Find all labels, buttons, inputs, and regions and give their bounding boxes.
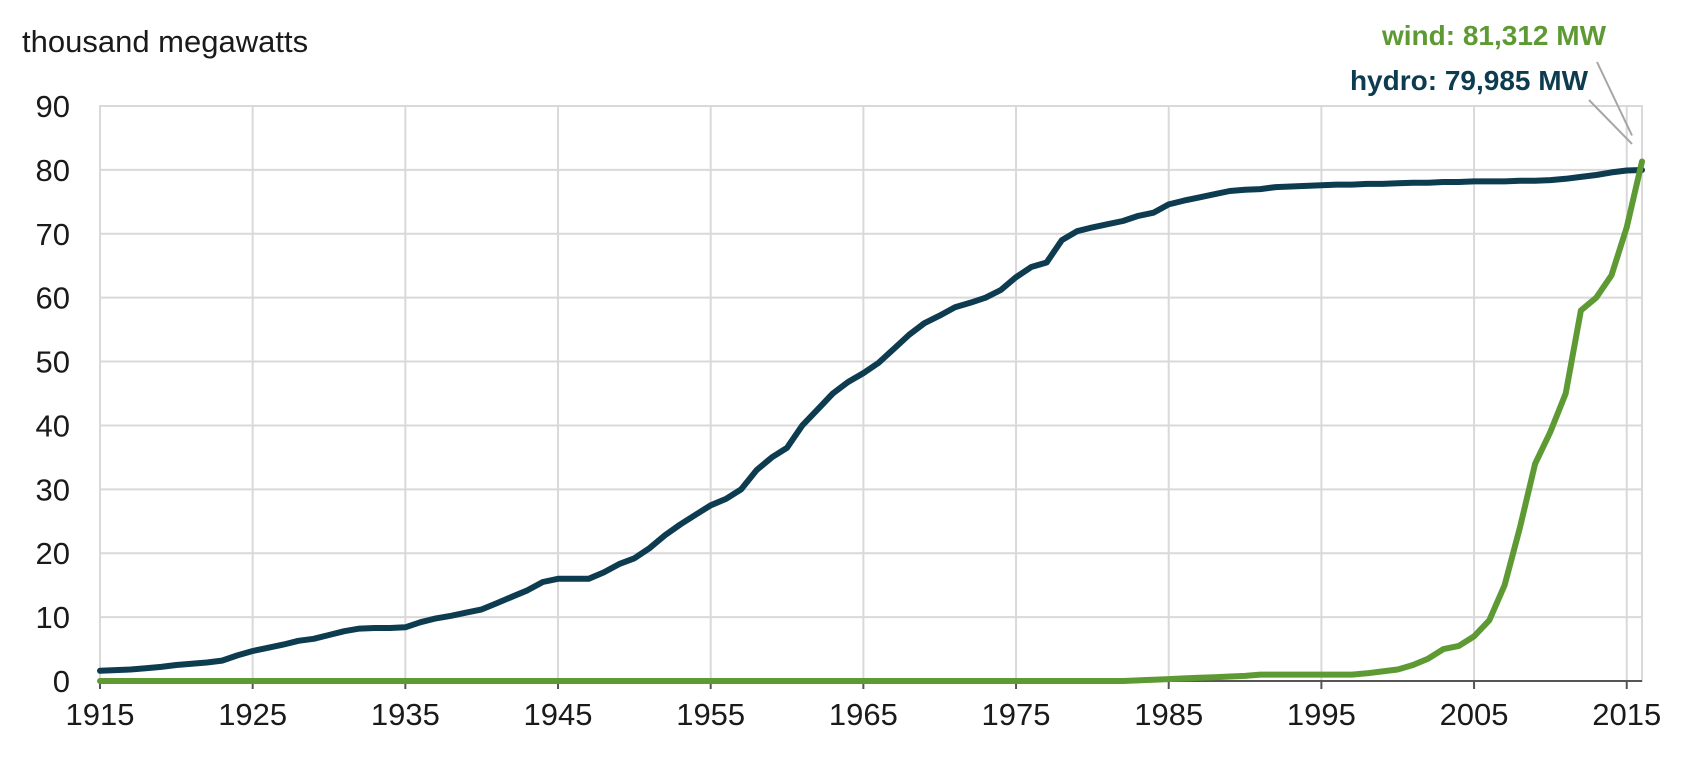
x-tick-label: 1955 bbox=[676, 697, 745, 732]
x-tick-label: 2015 bbox=[1592, 697, 1661, 732]
wind-series-line bbox=[97, 158, 1645, 684]
x-tick-label: 1945 bbox=[524, 697, 593, 732]
x-tick-label: 1985 bbox=[1134, 697, 1203, 732]
x-tick-label: 1925 bbox=[218, 697, 287, 732]
series-layer bbox=[97, 158, 1645, 684]
y-tick-label: 60 bbox=[36, 281, 70, 316]
x-tick-label: 1915 bbox=[66, 697, 135, 732]
grid-layer bbox=[99, 105, 1643, 682]
axis-layer: 0 10 20 30 40 50 60 70 80 90 1915 1925 1935 1945 1955 1… bbox=[36, 89, 1662, 732]
x-tick-label: 2005 bbox=[1440, 697, 1509, 732]
y-tick-label: 80 bbox=[36, 153, 70, 188]
hydro-end-annotation: hydro: 79,985 MW bbox=[1350, 65, 1589, 96]
annotation-layer: thousand megawatts wind: 81,312 MW hydro:… bbox=[22, 20, 1633, 145]
y-tick-label: 70 bbox=[36, 217, 70, 252]
hydro-series-line bbox=[97, 167, 1645, 674]
y-tick-label: 50 bbox=[36, 345, 70, 380]
y-tick-label: 90 bbox=[36, 89, 70, 124]
y-axis-unit-label: thousand megawatts bbox=[22, 24, 308, 59]
x-tick-label: 1975 bbox=[982, 697, 1051, 732]
x-tick-label: 1935 bbox=[371, 697, 440, 732]
hydro-leader-line bbox=[1588, 99, 1633, 145]
y-tick-label: 30 bbox=[36, 472, 70, 507]
y-tick-label: 20 bbox=[36, 536, 70, 571]
x-tick-label: 1995 bbox=[1287, 697, 1356, 732]
y-tick-label: 0 bbox=[53, 664, 70, 699]
plot-frame bbox=[99, 105, 1643, 682]
x-tick-label: 1965 bbox=[829, 697, 898, 732]
y-tick-label: 10 bbox=[36, 600, 70, 635]
wind-end-annotation: wind: 81,312 MW bbox=[1381, 20, 1607, 51]
y-tick-label: 40 bbox=[36, 408, 70, 443]
wind-leader-line bbox=[1596, 61, 1633, 136]
